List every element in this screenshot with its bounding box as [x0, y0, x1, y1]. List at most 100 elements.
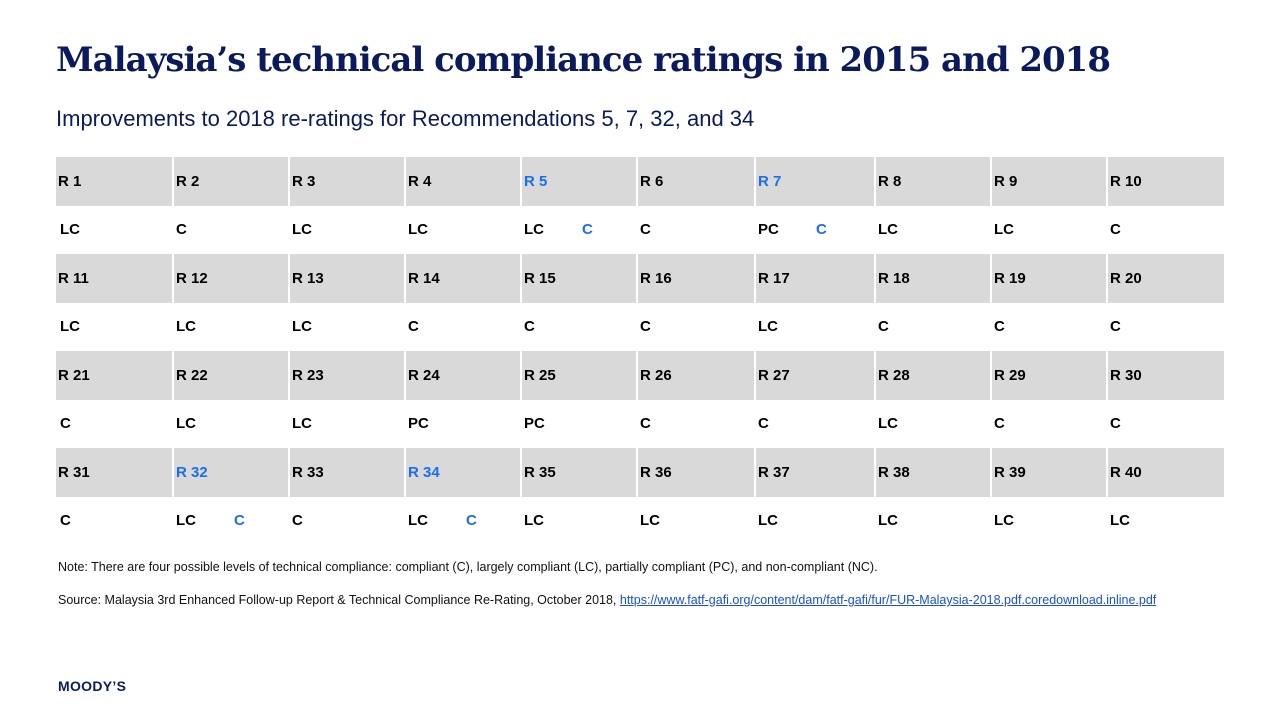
- rating-cell: C: [520, 302, 636, 351]
- recommendation-header: R 20: [1106, 254, 1224, 303]
- recommendation-header: R 18: [874, 254, 990, 303]
- rating-2015: LC: [292, 318, 312, 336]
- rating-cell: C: [56, 496, 172, 545]
- header-row: R 31 R 32 R 33 R 34 R 35 R 36 R 37 R 38 R 39 R 40: [56, 448, 1224, 497]
- rating-2018: C: [582, 221, 593, 239]
- rating-2015: C: [60, 512, 71, 530]
- rating-row: C LC C C LC C LC LC LC LC LC LC: [56, 496, 1224, 545]
- rating-2015: C: [640, 318, 651, 336]
- rating-cell: LC: [754, 496, 874, 545]
- rating-2015: LC: [408, 512, 428, 530]
- recommendation-header: R 6: [636, 157, 754, 206]
- rating-cell: C: [754, 399, 874, 448]
- rating-2015: LC: [176, 512, 196, 530]
- rating-cell: C: [172, 205, 288, 254]
- rating-2015: LC: [1110, 512, 1130, 530]
- rating-2015: PC: [524, 415, 545, 433]
- rating-cell: LC: [288, 205, 404, 254]
- recommendation-header: R 25: [520, 351, 636, 400]
- rating-2015: LC: [176, 415, 196, 433]
- page-title: Malaysia’s technical compliance ratings …: [56, 40, 1111, 80]
- recommendation-header: R 14: [404, 254, 520, 303]
- recommendation-header: R 31: [58, 463, 90, 481]
- rating-cell: LC: [288, 399, 404, 448]
- recommendation-header: R 40: [1106, 448, 1224, 497]
- recommendation-header: R 38: [874, 448, 990, 497]
- recommendation-header: R 30: [1106, 351, 1224, 400]
- rating-cell: PC: [404, 399, 520, 448]
- rating-cell: C: [404, 302, 520, 351]
- rating-2015: C: [524, 318, 535, 336]
- recommendation-header: R 32: [172, 448, 288, 497]
- recommendation-header: R 29: [990, 351, 1106, 400]
- rating-cell: LC C: [520, 205, 636, 254]
- rating-2015: C: [758, 415, 769, 433]
- recommendation-header: R 19: [990, 254, 1106, 303]
- recommendation-header: R 4: [404, 157, 520, 206]
- rating-cell: LC C: [172, 496, 288, 545]
- recommendation-header: R 17: [754, 254, 874, 303]
- rating-cell: LC: [288, 302, 404, 351]
- rating-cell: C: [874, 302, 990, 351]
- rating-2015: LC: [758, 318, 778, 336]
- rating-2015: LC: [878, 512, 898, 530]
- recommendation-header: R 34: [404, 448, 520, 497]
- rating-2015: LC: [176, 318, 196, 336]
- rating-2015: LC: [640, 512, 660, 530]
- rating-2015: C: [1110, 415, 1121, 433]
- recommendation-header: R 2: [172, 157, 288, 206]
- rating-2015: LC: [60, 318, 80, 336]
- rating-2015: C: [994, 415, 1005, 433]
- rating-row: LC LC LC C C C LC C C C: [56, 302, 1224, 351]
- rating-2015: LC: [292, 415, 312, 433]
- rating-cell: C: [636, 399, 754, 448]
- rating-cell: C: [990, 302, 1106, 351]
- recommendation-header: R 13: [288, 254, 404, 303]
- rating-cell: LC: [874, 399, 990, 448]
- rating-2015: C: [292, 512, 303, 530]
- header-row: R 11 R 12 R 13 R 14 R 15 R 16 R 17 R 18 R 19 R 20: [56, 254, 1224, 303]
- moodys-logo: MOODY’S: [58, 678, 127, 694]
- rating-cell: LC: [874, 205, 990, 254]
- recommendation-header: R 16: [636, 254, 754, 303]
- rating-2015: LC: [524, 221, 544, 239]
- rating-2018: C: [466, 512, 477, 530]
- rating-2015: C: [878, 318, 889, 336]
- recommendation-header: R 23: [288, 351, 404, 400]
- rating-cell: C: [288, 496, 404, 545]
- recommendation-header: R 9: [990, 157, 1106, 206]
- rating-2015: LC: [878, 221, 898, 239]
- recommendation-header: R 3: [288, 157, 404, 206]
- rating-cell: C: [636, 302, 754, 351]
- recommendation-header: R 22: [172, 351, 288, 400]
- rating-2015: C: [1110, 318, 1121, 336]
- source-text: Source: Malaysia 3rd Enhanced Follow-up …: [58, 593, 1158, 608]
- recommendation-header: R 10: [1106, 157, 1224, 206]
- recommendation-header: R 1: [58, 172, 82, 190]
- rating-cell: C: [636, 205, 754, 254]
- rating-2015: LC: [994, 512, 1014, 530]
- rating-cell: LC: [404, 205, 520, 254]
- rating-2015: C: [994, 318, 1005, 336]
- rating-cell: LC: [990, 496, 1106, 545]
- rating-2015: LC: [292, 221, 312, 239]
- rating-row: LC C LC LC LC C C PC C LC LC C: [56, 205, 1224, 254]
- header-row: R 21 R 22 R 23 R 24 R 25 R 26 R 27 R 28 R 29 R 30: [56, 351, 1224, 400]
- recommendation-header: R 27: [754, 351, 874, 400]
- rating-2015: C: [408, 318, 419, 336]
- rating-2015: C: [640, 221, 651, 239]
- source-link[interactable]: https://www.fatf-gafi.org/content/dam/fa…: [619, 593, 1157, 607]
- rating-2018: C: [816, 221, 827, 239]
- recommendation-header: R 36: [636, 448, 754, 497]
- recommendation-header: R 12: [172, 254, 288, 303]
- rating-cell: PC: [520, 399, 636, 448]
- recommendation-header: R 26: [636, 351, 754, 400]
- recommendation-header: R 28: [874, 351, 990, 400]
- recommendation-header: R 24: [404, 351, 520, 400]
- recommendation-header: R 37: [754, 448, 874, 497]
- rating-2015: LC: [994, 221, 1014, 239]
- rating-cell: LC: [172, 399, 288, 448]
- recommendation-header: R 15: [520, 254, 636, 303]
